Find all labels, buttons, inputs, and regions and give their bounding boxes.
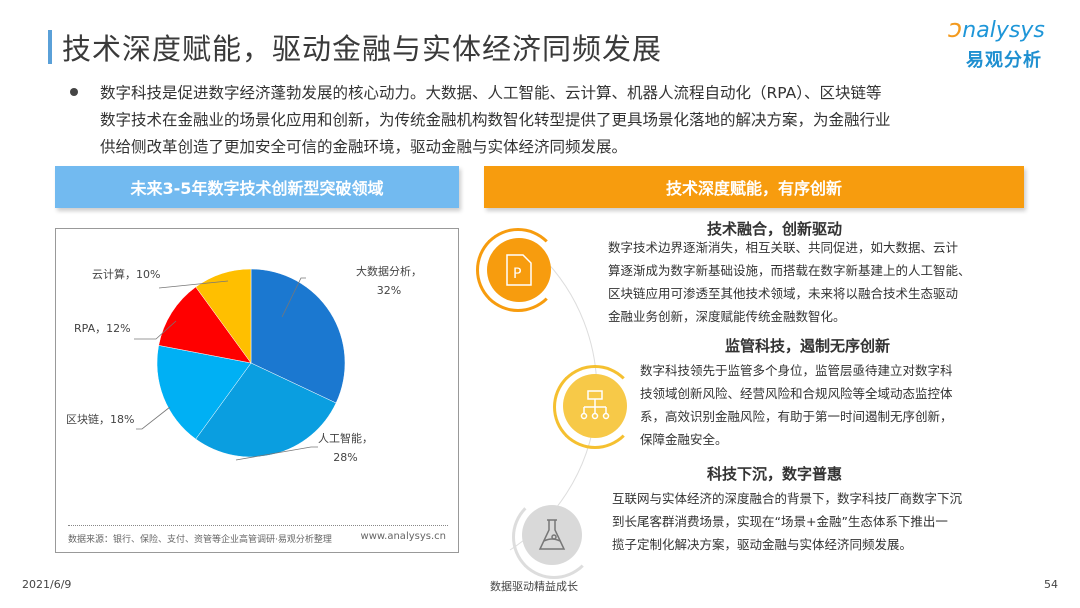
pie-slice-1 bbox=[195, 362, 337, 458]
section-title: 监管科技，遏制无序创新 bbox=[725, 337, 891, 355]
pie-slice-0 bbox=[250, 268, 346, 404]
intro-paragraph: 数字科技是促进数字经济蓬勃发展的核心动力。大数据、人工智能、云计算、机器人流程自… bbox=[100, 80, 891, 161]
leader-line-ai bbox=[235, 446, 318, 461]
pie-slice-3 bbox=[158, 286, 252, 364]
section-line: 保障金融安全。 bbox=[640, 432, 728, 447]
page-number: 54 bbox=[1044, 578, 1058, 591]
section-line: 技领域创新风险、经营风险和合规风险等全域动态监控体 bbox=[640, 386, 953, 401]
label-text: 大数据分析， bbox=[356, 265, 422, 278]
section-line: 到长尾客群消费场景，实现在“场景+金融”生态体系下推出一 bbox=[612, 514, 948, 529]
label-cloud: 云计算，10% bbox=[92, 268, 161, 281]
right-banner: 技术深度赋能，有序创新 bbox=[484, 166, 1024, 208]
icon-ring bbox=[476, 228, 560, 312]
section-text: 互联网与实体经济的深度融合的背景下，数字科技厂商数字下沉 到长尾客群消费场景，实… bbox=[612, 487, 962, 556]
label-ai: 人工智能， 28% bbox=[318, 429, 373, 467]
pie-chart-panel: 大数据分析， 32% 人工智能， 28% 区块链，18% RPA，12% 云计算，1… bbox=[55, 228, 459, 553]
section-title: 科技下沉，数字普惠 bbox=[707, 465, 843, 483]
bullet-icon bbox=[70, 88, 78, 96]
intro-line: 数字科技是促进数字经济蓬勃发展的核心动力。大数据、人工智能、云计算、机器人流程自… bbox=[100, 84, 882, 102]
section-line: 算逐渐成为数字新基础设施，而搭载在数字新基建上的人工智能、 bbox=[608, 263, 971, 278]
section-line: 揽子定制化解决方案，驱动金融与实体经济同频发展。 bbox=[612, 537, 913, 552]
intro-line: 供给侧改革创造了更加安全可信的金融环境，驱动金融与实体经济同频发展。 bbox=[100, 138, 628, 156]
chart-site: www.analysys.cn bbox=[360, 531, 446, 542]
logo-cn: 易观分析 bbox=[966, 50, 1042, 71]
title-accent-bar bbox=[48, 30, 52, 64]
svg-text:P: P bbox=[513, 266, 521, 282]
left-banner: 未来3-5年数字技术创新型突破领域 bbox=[55, 166, 459, 208]
section-line: 数字技术边界逐渐消失，相互关联、共同促进，如大数据、云计 bbox=[608, 240, 959, 255]
section-text: 数字技术边界逐渐消失，相互关联、共同促进，如大数据、云计 算逐渐成为数字新基础设… bbox=[608, 236, 971, 328]
section-line: 互联网与实体经济的深度融合的背景下，数字科技厂商数字下沉 bbox=[612, 491, 963, 506]
section-line: 区块链应用可渗透至其他技术领域，未来将以融合技术生态驱动 bbox=[608, 286, 959, 301]
label-text: 人工智能， bbox=[318, 432, 373, 445]
label-value: 28% bbox=[333, 451, 358, 464]
document-p-icon: P bbox=[487, 238, 551, 302]
chart-source: 数据来源：银行、保险、支付、资管等企业高管调研·易观分析整理 bbox=[68, 535, 332, 545]
pie-chart bbox=[134, 268, 346, 461]
label-bigdata: 大数据分析， 32% bbox=[356, 262, 422, 300]
leader-line-blockchain bbox=[136, 406, 171, 430]
pie-slice-2 bbox=[156, 345, 252, 440]
section-line: 金融业务创新，深度赋能传统金融数智化。 bbox=[608, 309, 846, 324]
hierarchy-icon bbox=[563, 374, 627, 438]
section-line: 系，高效识别金融风险，有助于第一时间遏制无序创新， bbox=[640, 409, 953, 424]
label-value: 32% bbox=[376, 284, 402, 297]
icon-ring bbox=[553, 365, 637, 449]
page-title: 技术深度赋能，驱动金融与实体经济同频发展 bbox=[62, 32, 663, 66]
section-text: 数字科技领先于监管多个身位，监管层亟待建立对数字科 技领域创新风险、经营风险和合… bbox=[640, 359, 953, 451]
divider bbox=[68, 525, 448, 526]
pie-slice-4 bbox=[195, 268, 252, 364]
footer-date: 2021/6/9 bbox=[22, 578, 72, 591]
logo-text: nalysys bbox=[962, 18, 1045, 43]
flask-icon bbox=[522, 505, 582, 565]
icon-ring bbox=[512, 495, 596, 579]
leader-line-cloud bbox=[158, 280, 229, 289]
leader-line-bigdata bbox=[281, 277, 306, 318]
label-rpa: RPA，12% bbox=[74, 322, 131, 335]
logo: ↄnalysys bbox=[948, 14, 1045, 44]
footer-slogan: 数据驱动精益成长 bbox=[490, 580, 578, 593]
section-title: 技术融合，创新驱动 bbox=[707, 220, 843, 238]
intro-line: 数字技术在金融业的场景化应用和创新，为传统金融机构数智化转型提供了更具场景化落地… bbox=[100, 111, 891, 129]
leader-line-rpa bbox=[134, 320, 177, 340]
label-blockchain: 区块链，18% bbox=[66, 413, 135, 426]
section-line: 数字科技领先于监管多个身位，监管层亟待建立对数字科 bbox=[640, 363, 953, 378]
